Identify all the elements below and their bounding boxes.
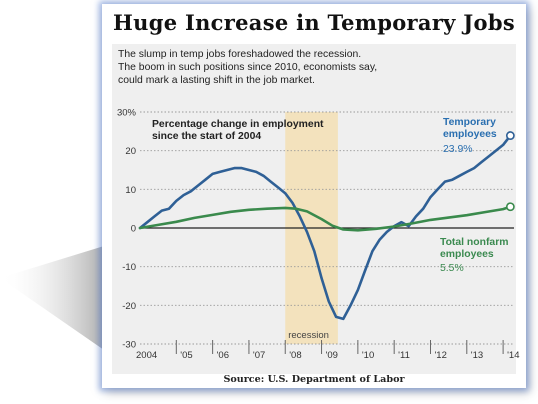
line-chart: 30% 20 10 0 -10 -20 -30 2004 '05 '06 '07 '08 '09 '10… bbox=[117, 108, 520, 362]
endpoint-marker-nonfarm bbox=[505, 202, 515, 212]
y-tick-label: -30 bbox=[122, 340, 136, 351]
series-line-nonfarm bbox=[138, 205, 512, 232]
series-label-temporary: employees bbox=[443, 129, 497, 140]
series-label-nonfarm: Total nonfarm bbox=[440, 237, 509, 248]
x-tick-label: '07 bbox=[253, 350, 265, 361]
y-axis-label: since the start of 2004 bbox=[152, 131, 261, 142]
x-tick-label: '05 bbox=[180, 350, 192, 361]
y-tick-label: 0 bbox=[131, 224, 136, 235]
chart-source: Source: U.S. Department of Labor bbox=[223, 374, 405, 385]
x-tick-label: '08 bbox=[289, 350, 301, 361]
x-tick-label: '09 bbox=[326, 350, 338, 361]
series-label-nonfarm: employees bbox=[440, 249, 494, 260]
x-tick-label: '14 bbox=[507, 350, 519, 361]
y-tick-label: 30% bbox=[117, 108, 137, 119]
subtitle-line: The boom in such positions since 2010, e… bbox=[118, 62, 378, 73]
x-tick-label: 2004 bbox=[136, 350, 157, 361]
y-tick-label: -10 bbox=[122, 262, 136, 273]
end-value-nonfarm: 5.5% bbox=[440, 263, 464, 274]
x-tick-label: '13 bbox=[471, 350, 483, 361]
end-value-temporary: 23.9% bbox=[443, 144, 472, 155]
endpoint-marker-temporary bbox=[505, 131, 515, 140]
subtitle-line: could mark a lasting shift in the job ma… bbox=[118, 75, 315, 86]
x-tick-label: '06 bbox=[217, 350, 229, 361]
subtitle-line: The slump in temp jobs foreshadowed the … bbox=[118, 49, 362, 60]
x-tick-label: '11 bbox=[398, 350, 410, 361]
chart-title: Huge Increase in Temporary Jobs bbox=[113, 10, 515, 35]
y-axis-label: Percentage change in employment bbox=[152, 119, 324, 130]
x-tick-label: '10 bbox=[362, 350, 374, 361]
x-tick-label: '12 bbox=[434, 350, 446, 361]
y-tick-label: -20 bbox=[122, 301, 136, 312]
recession-label: recession bbox=[288, 330, 329, 341]
shadow-wedge bbox=[0, 246, 104, 350]
y-tick-label: 10 bbox=[125, 185, 136, 196]
series-line-temporary bbox=[138, 134, 512, 321]
series-label-temporary: Temporary bbox=[443, 117, 496, 128]
y-tick-label: 20 bbox=[125, 146, 136, 157]
chart-subtitle: The slump in temp jobs foreshadowed the … bbox=[118, 48, 508, 87]
